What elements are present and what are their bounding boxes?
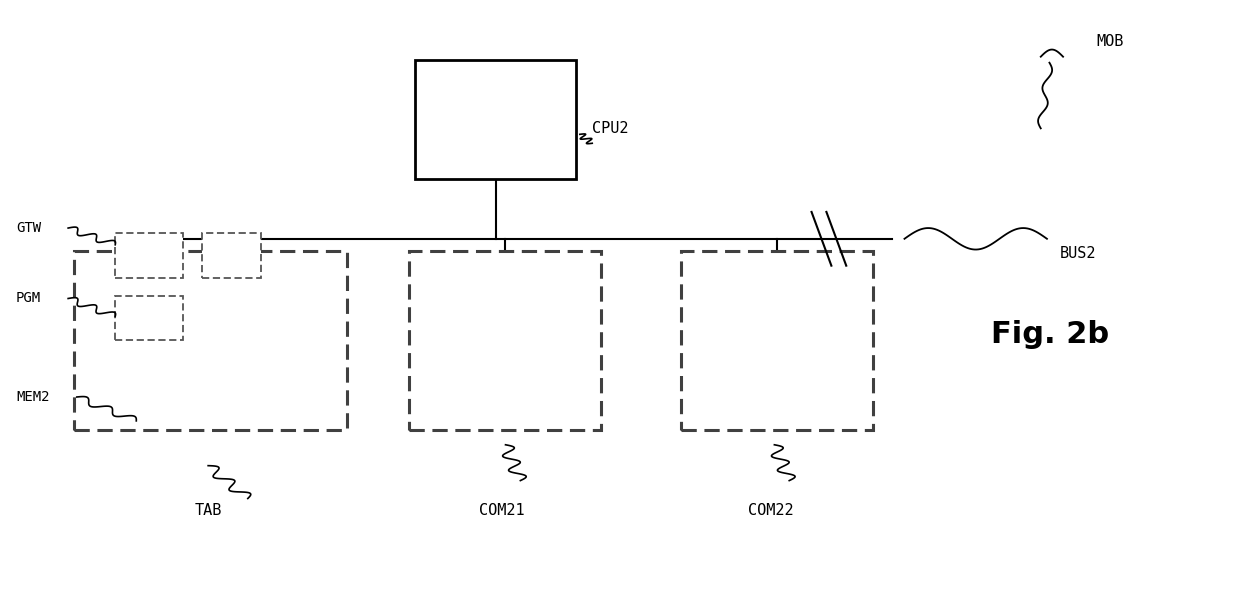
Text: COM22: COM22 bbox=[748, 503, 793, 518]
Text: CPU2: CPU2 bbox=[592, 121, 628, 136]
FancyBboxPatch shape bbox=[202, 233, 261, 278]
FancyBboxPatch shape bbox=[415, 60, 576, 179]
Text: MEM2: MEM2 bbox=[16, 390, 50, 404]
FancyBboxPatch shape bbox=[681, 251, 873, 430]
FancyBboxPatch shape bbox=[74, 251, 347, 430]
FancyBboxPatch shape bbox=[115, 296, 183, 340]
Text: COM21: COM21 bbox=[479, 503, 524, 518]
Text: BUS2: BUS2 bbox=[1059, 246, 1095, 261]
FancyBboxPatch shape bbox=[409, 251, 601, 430]
Text: PGM: PGM bbox=[16, 291, 41, 306]
FancyBboxPatch shape bbox=[115, 233, 183, 278]
Text: MOB: MOB bbox=[1097, 34, 1124, 50]
Text: GTW: GTW bbox=[16, 221, 41, 235]
Text: TAB: TAB bbox=[195, 503, 222, 518]
Text: Fig. 2b: Fig. 2b bbox=[991, 320, 1109, 349]
